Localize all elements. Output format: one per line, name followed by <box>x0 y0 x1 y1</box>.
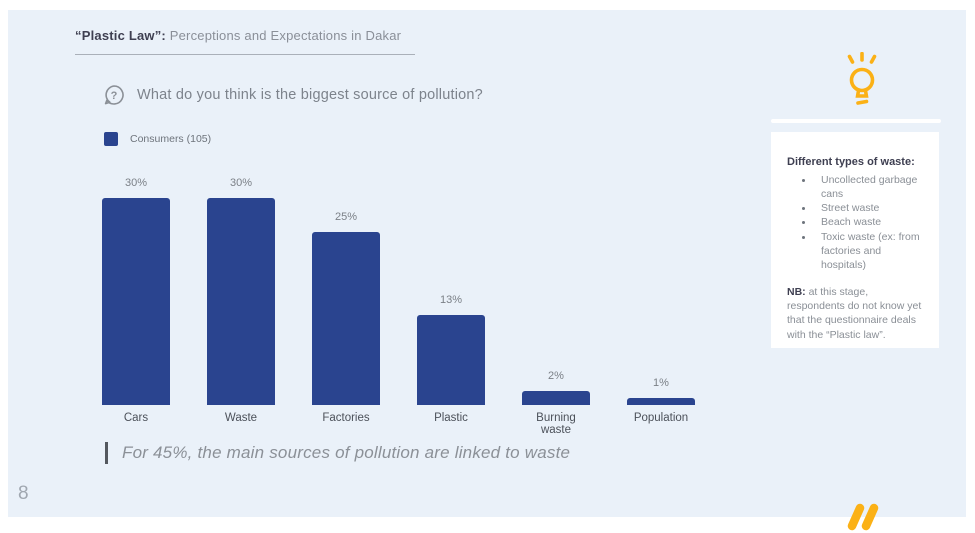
bar-value-label: 25% <box>334 211 358 223</box>
nb-note-bold: NB: <box>787 286 806 299</box>
quote-bar <box>105 442 108 464</box>
bar <box>417 315 485 405</box>
bar-chart-labels: Cars Waste Factories Plastic Burning waste Po… <box>102 412 695 436</box>
chart-legend: Consumers (105) <box>104 132 211 146</box>
bar <box>312 232 380 405</box>
waste-types-list: Uncollected garbage cansStreet wasteBeac… <box>787 173 923 272</box>
bar-category-label: Burning waste <box>536 412 576 436</box>
idea-lightbulb-icon <box>832 52 892 114</box>
slide-canvas: “Plastic Law”: Perceptions and Expectati… <box>8 10 966 517</box>
bar-value-label: 13% <box>439 294 463 306</box>
bar-column: 25% <box>312 211 380 405</box>
sidebar-divider <box>771 119 941 123</box>
slide-title-rest: Perceptions and Expectations in Dakar <box>165 28 402 43</box>
nb-note-text: at this stage, respondents do not know y… <box>787 286 922 341</box>
takeaway-quote: For 45%, the main sources of pollution a… <box>105 442 570 464</box>
waste-type-item: Street waste <box>814 201 923 215</box>
question-text: What do you think is the biggest source … <box>137 87 483 103</box>
bar-column: 2% <box>522 370 590 405</box>
bar <box>102 198 170 405</box>
bar-column: 30% <box>207 177 275 405</box>
legend-swatch <box>104 132 118 146</box>
bar-column: 1% <box>627 377 695 405</box>
bar-value-label: 1% <box>653 377 669 389</box>
bar-value-label: 30% <box>229 177 253 189</box>
question-row: ? What do you think is the biggest sourc… <box>103 84 483 106</box>
bar <box>522 391 590 405</box>
bar-chart-columns: 30% 30% 25% 13% 2% 1% <box>102 160 695 405</box>
legend-label: Consumers (105) <box>130 133 212 145</box>
info-card: Different types of waste: Uncollected ga… <box>771 132 939 348</box>
waste-type-item: Beach waste <box>814 215 923 229</box>
page-number: 8 <box>18 483 29 504</box>
slide-title-bold: “Plastic Law”: <box>75 28 166 43</box>
slide-title: “Plastic Law”: Perceptions and Expectati… <box>75 28 415 55</box>
quote-text: For 45%, the main sources of pollution a… <box>122 443 571 462</box>
bar-category-label: Waste <box>224 412 258 424</box>
svg-text:?: ? <box>111 90 118 102</box>
bar-column: 13% <box>417 294 485 405</box>
question-bubble-icon: ? <box>103 84 125 106</box>
bar-category-label: Factories <box>322 412 370 424</box>
waste-type-item: Uncollected garbage cans <box>814 173 923 201</box>
bar-column: 30% <box>102 177 170 405</box>
info-card-heading: Different types of waste: <box>787 156 915 168</box>
bar <box>627 398 695 405</box>
nb-note: NB: at this stage, respondents do not kn… <box>787 285 923 342</box>
bar-category-label: Cars <box>123 412 149 424</box>
bar-category-label: Plastic <box>434 412 468 424</box>
bar-value-label: 2% <box>548 370 564 382</box>
bar-value-label: 30% <box>124 177 148 189</box>
bar-category-label: Population <box>633 412 689 424</box>
brand-slashes-logo-icon <box>843 501 887 533</box>
bar <box>207 198 275 405</box>
waste-type-item: Toxic waste (ex: from factories and hosp… <box>814 230 923 273</box>
